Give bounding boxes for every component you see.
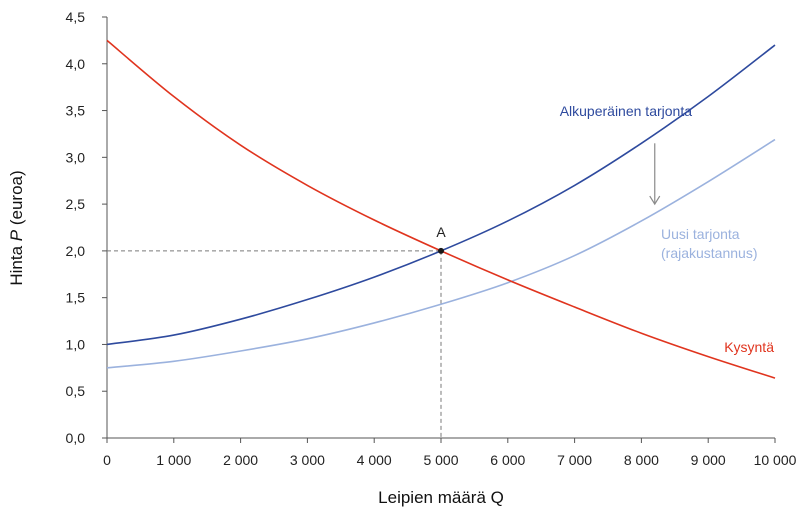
y-tick-label: 4,0 — [66, 56, 86, 72]
equilibrium-point-label: A — [436, 224, 446, 240]
x-tick-label: 3 000 — [290, 452, 325, 468]
equilibrium-point-marker — [438, 247, 444, 254]
x-tick-label: 7 000 — [557, 452, 592, 468]
x-tick-label: 6 000 — [490, 452, 525, 468]
y-tick-label: 0,5 — [66, 383, 86, 399]
shift-arrow-head — [649, 195, 661, 206]
annotations: A — [436, 143, 661, 254]
y-tick-label: 2,5 — [66, 196, 86, 212]
new-supply-curve — [106, 138, 776, 369]
original-supply-label: Alkuperäinen tarjonta — [560, 103, 693, 119]
original-supply-curve — [106, 44, 776, 346]
x-tick-label: 1 000 — [156, 452, 191, 468]
y-tick-label: 3,0 — [66, 149, 86, 165]
y-axis-title-suffix: (euroa) — [7, 170, 26, 230]
demand-label: Kysyntä — [724, 339, 774, 355]
x-tick-label: 0 — [103, 452, 111, 468]
y-tick-label: 1,5 — [66, 290, 86, 306]
y-axis-title-prefix: Hinta — [7, 241, 26, 285]
y-axis-title-var: P — [7, 229, 26, 241]
x-tick-label: 4 000 — [357, 452, 392, 468]
y-tick-label: 3,5 — [66, 103, 86, 119]
curves — [106, 39, 776, 379]
series-labels: Kysyntä Alkuperäinen tarjonta Uusi tarjont… — [560, 103, 775, 355]
x-tick-label: 2 000 — [223, 452, 258, 468]
guide-lines — [107, 250, 442, 438]
x-tick-label: 8 000 — [624, 452, 659, 468]
x-tick-label: 5 000 — [423, 452, 458, 468]
x-tick-label: 10 000 — [754, 452, 797, 468]
ticks: 0 1 000 2 000 3 000 4 000 5 000 6 000 7 000 8 00… — [66, 9, 797, 468]
y-tick-label: 4,5 — [66, 9, 86, 25]
new-supply-label: (rajakustannus) — [661, 245, 758, 261]
x-tick-label: 9 000 — [691, 452, 726, 468]
new-supply-label: Uusi tarjonta — [661, 226, 740, 242]
y-axis-title: Hinta P (euroa) — [7, 170, 26, 285]
y-tick-label: 0,0 — [66, 430, 86, 446]
x-axis-title: Leipien määrä Q — [378, 488, 504, 507]
y-tick-label: 1,0 — [66, 336, 86, 352]
y-tick-label: 2,0 — [66, 243, 86, 259]
